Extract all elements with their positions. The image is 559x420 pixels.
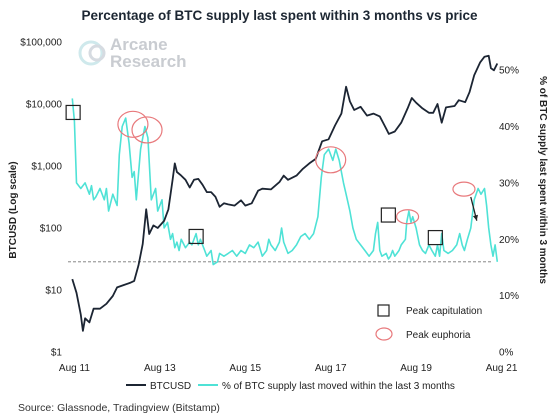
y-right-ticks: 0% 10% 20% 30% 40% 50% [499,66,519,359]
y-left-tick-label: $10,000 [26,100,63,111]
brand-name-line-2: Research [110,52,187,71]
series-line-supply-pct [71,98,499,266]
peak-capitulation-marker [380,207,396,223]
supply-legend-label: % of BTC supply last moved within the la… [222,381,455,392]
x-tick-label: Aug 13 [144,363,176,374]
chart-title: Percentage of BTC supply last spent with… [81,8,478,23]
peak-capitulation-marker [427,229,443,246]
annotation-markers [65,104,478,246]
series-legend: BTCUSD % of BTC supply last moved within… [126,381,455,392]
x-tick-label: Aug 15 [229,363,261,374]
y-right-axis-label: % of BTC supply last spent within 3 mont… [537,76,548,284]
peak-euphoria-marker [131,116,163,144]
x-tick-label: Aug 21 [486,363,518,374]
peak-capitulation-label: Peak capitulation [406,306,482,317]
peak-capitulation-marker [188,228,204,245]
y-left-tick-label: $100,000 [20,38,62,49]
y-left-ticks: $1 $10 $100 $1,000 $10,000 $100,000 [20,38,62,359]
y-left-tick-label: $1,000 [31,162,62,173]
trend-arrow-head-icon [472,214,478,221]
y-left-tick-label: $10 [45,286,62,297]
btcusd-legend-label: BTCUSD [150,381,191,392]
y-right-tick-label: 40% [499,122,519,133]
y-left-tick-label: $100 [40,224,63,235]
y-left-axis-label: BTCUSD (Log scale) [8,161,19,258]
brand-logo-inner-icon [88,44,106,62]
peak-euphoria-marker [395,209,420,225]
peak-euphoria-label: Peak euphoria [406,330,471,341]
series-line-btcusd [71,54,499,332]
x-tick-label: Aug 19 [400,363,432,374]
brand-name-line-1: Arcane [110,35,168,54]
source-note: Source: Glassnode, Tradingview (Bitstamp… [18,402,220,414]
x-ticks: Aug 11 Aug 13 Aug 15 Aug 17 Aug 19 Aug 21 [59,363,518,374]
y-right-tick-label: 50% [499,66,519,77]
peak-euphoria-marker [315,146,347,174]
peak-euphoria-marker [452,181,476,197]
y-left-tick-label: $1 [51,348,63,359]
peak-euphoria-swatch [375,327,393,341]
y-right-tick-label: 30% [499,178,519,189]
x-tick-label: Aug 17 [315,363,347,374]
y-right-tick-label: 10% [499,291,519,302]
y-right-tick-label: 20% [499,235,519,246]
x-tick-label: Aug 11 [59,363,90,374]
brand-logo: Arcane Research [78,35,187,71]
peak-capitulation-marker [65,104,81,121]
y-right-tick-label: 0% [499,348,514,359]
peak-capitulation-swatch [377,304,390,317]
brand-logo-ring-icon [78,40,104,66]
peak-euphoria-marker [117,110,149,138]
marker-legend: Peak capitulation Peak euphoria [375,304,482,341]
